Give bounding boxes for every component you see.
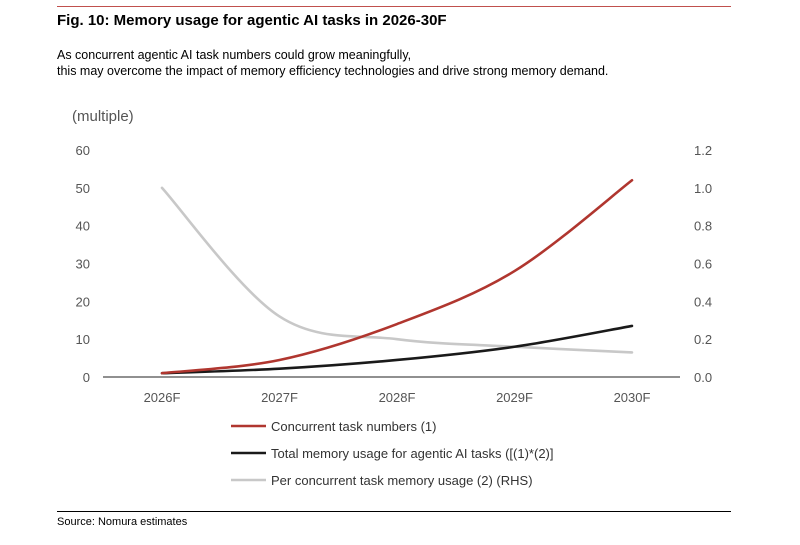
x-tick-label: 2026F [144,390,181,405]
y-right-tick-label: 0.2 [694,332,712,347]
x-tick-label: 2028F [379,390,416,405]
y-right-tick-label: 1.2 [694,143,712,158]
y-right-tick-label: 1.0 [694,181,712,196]
y-left-tick-label: 30 [76,257,90,272]
y-axis-unit-label: (multiple) [72,108,134,125]
source-note: Source: Nomura estimates [57,516,188,528]
legend-label: Concurrent task numbers (1) [271,419,436,434]
series-line-per-task-memory [160,186,634,354]
top-divider [57,6,731,7]
series-line-concurrent-tasks [160,178,634,375]
subtitle-line: As concurrent agentic AI task numbers co… [57,48,412,62]
y-left-tick-label: 40 [76,219,90,234]
y-left-tick-label: 20 [76,294,90,309]
x-tick-label: 2030F [614,390,651,405]
bottom-divider [57,511,731,512]
series-line-total-memory [160,324,634,375]
y-right-tick-label: 0.0 [694,370,712,385]
figure-subtitle: As concurrent agentic AI task numbers co… [57,47,608,79]
figure-title: Fig. 10: Memory usage for agentic AI tas… [57,12,447,29]
y-right-tick-label: 0.8 [694,219,712,234]
y-left-tick-label: 50 [76,181,90,196]
legend-label: Per concurrent task memory usage (2) (RH… [271,473,533,488]
x-tick-label: 2027F [261,390,298,405]
subtitle-line: this may overcome the impact of memory e… [57,64,609,78]
x-tick-label: 2029F [496,390,533,405]
y-left-tick-label: 10 [76,332,90,347]
y-right-tick-label: 0.6 [694,257,712,272]
y-right-tick-label: 0.4 [694,294,712,309]
y-left-tick-label: 0 [83,370,90,385]
legend-label: Total memory usage for agentic AI tasks … [271,446,554,461]
y-left-tick-label: 60 [76,143,90,158]
